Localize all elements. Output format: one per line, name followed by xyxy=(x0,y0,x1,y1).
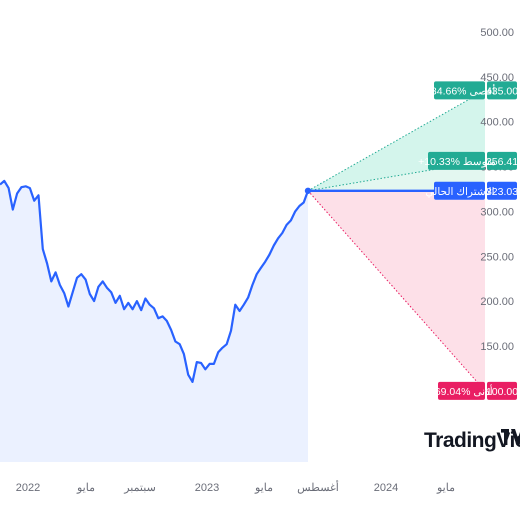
x-tick-label: 2022 xyxy=(16,482,40,494)
high-forecast-tag-value-box xyxy=(487,81,517,100)
low-forecast-tag-value-box xyxy=(487,381,517,400)
low-forecast-tag-label: -69.04% أدنى xyxy=(431,384,492,398)
tradingview-logo-text: TradingView xyxy=(424,429,520,452)
low-forecast-tag: 100.00-69.04% أدنى xyxy=(431,381,518,400)
average-forecast-tag-label: +10.33% متوسط xyxy=(418,156,496,168)
x-axis: 2022 مايو سبتمبر 2023 مايو أغسطس 2024 مايو xyxy=(16,480,455,494)
x-tick-label: مايو xyxy=(436,482,455,494)
current-price-tag-label-box xyxy=(434,181,485,200)
high-forecast-line xyxy=(307,89,486,192)
y-tick-label: 500.00 xyxy=(480,27,514,39)
high-forecast-tag-label: +34.66% أقصى xyxy=(425,83,496,97)
forecast-zones xyxy=(304,89,486,392)
y-tick-label: 300.00 xyxy=(480,206,514,218)
current-price-tag-value: 323.03 xyxy=(486,186,518,198)
low-forecast-tag-value: 100.00 xyxy=(486,386,518,398)
high-forecast-tag-value: 435.00 xyxy=(486,85,518,97)
x-tick-label: سبتمبر xyxy=(123,482,156,494)
price-area-fill xyxy=(0,180,308,462)
y-tick-label: 450.00 xyxy=(480,72,514,84)
y-tick-label: 400.00 xyxy=(480,117,514,129)
low-forecast-tag-label-box xyxy=(438,381,485,400)
y-tick-label: 200.00 xyxy=(480,296,514,308)
x-tick-label: مايو xyxy=(254,482,273,494)
y-tick-label: 250.00 xyxy=(480,251,514,263)
current-price-tag-label: الاشتراك الحالي xyxy=(425,186,494,198)
average-forecast-tag-label-box xyxy=(428,151,485,170)
high-forecast-tag: 435.00+34.66% أقصى xyxy=(425,81,518,100)
x-tick-label: 2024 xyxy=(374,482,398,494)
x-tick-label: 2023 xyxy=(195,482,219,494)
tradingview-logo: TradingView xyxy=(424,429,520,452)
high-forecast-tag-label-box xyxy=(434,81,485,100)
low-forecast-line xyxy=(307,190,486,392)
x-tick-label: مايو xyxy=(76,482,95,494)
price-line xyxy=(0,179,310,383)
average-forecast-tag: 356.41+10.33% متوسط xyxy=(418,151,518,170)
average-forecast-tag-value-box xyxy=(487,151,517,170)
x-tick-label: أغسطس xyxy=(297,480,339,494)
current-price-tag-value-box xyxy=(487,181,517,200)
y-tick-label: 150.00 xyxy=(480,341,514,353)
forecast-tags: 435.00+34.66% أقصى 356.41+10.33% متوسط 323… xyxy=(418,81,518,400)
tradingview-logo-mark xyxy=(501,429,520,445)
average-forecast-tag-value: 356.41 xyxy=(486,156,518,168)
